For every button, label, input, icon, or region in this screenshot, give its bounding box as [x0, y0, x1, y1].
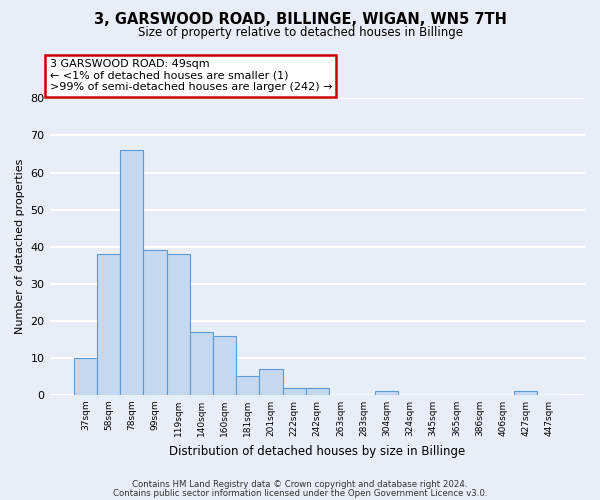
- Bar: [167, 254, 190, 395]
- Text: 3, GARSWOOD ROAD, BILLINGE, WIGAN, WN5 7TH: 3, GARSWOOD ROAD, BILLINGE, WIGAN, WN5 7…: [94, 12, 506, 28]
- Y-axis label: Number of detached properties: Number of detached properties: [15, 159, 25, 334]
- X-axis label: Distribution of detached houses by size in Billinge: Distribution of detached houses by size …: [169, 444, 466, 458]
- Bar: [514, 391, 538, 395]
- Bar: [259, 369, 283, 395]
- Bar: [120, 150, 143, 395]
- Bar: [283, 388, 305, 395]
- Bar: [375, 391, 398, 395]
- Text: 3 GARSWOOD ROAD: 49sqm
← <1% of detached houses are smaller (1)
>99% of semi-det: 3 GARSWOOD ROAD: 49sqm ← <1% of detached…: [50, 60, 332, 92]
- Bar: [74, 358, 97, 395]
- Bar: [305, 388, 329, 395]
- Text: Size of property relative to detached houses in Billinge: Size of property relative to detached ho…: [137, 26, 463, 39]
- Bar: [236, 376, 259, 395]
- Bar: [97, 254, 120, 395]
- Bar: [213, 336, 236, 395]
- Bar: [190, 332, 213, 395]
- Bar: [143, 250, 167, 395]
- Text: Contains HM Land Registry data © Crown copyright and database right 2024.: Contains HM Land Registry data © Crown c…: [132, 480, 468, 489]
- Text: Contains public sector information licensed under the Open Government Licence v3: Contains public sector information licen…: [113, 488, 487, 498]
